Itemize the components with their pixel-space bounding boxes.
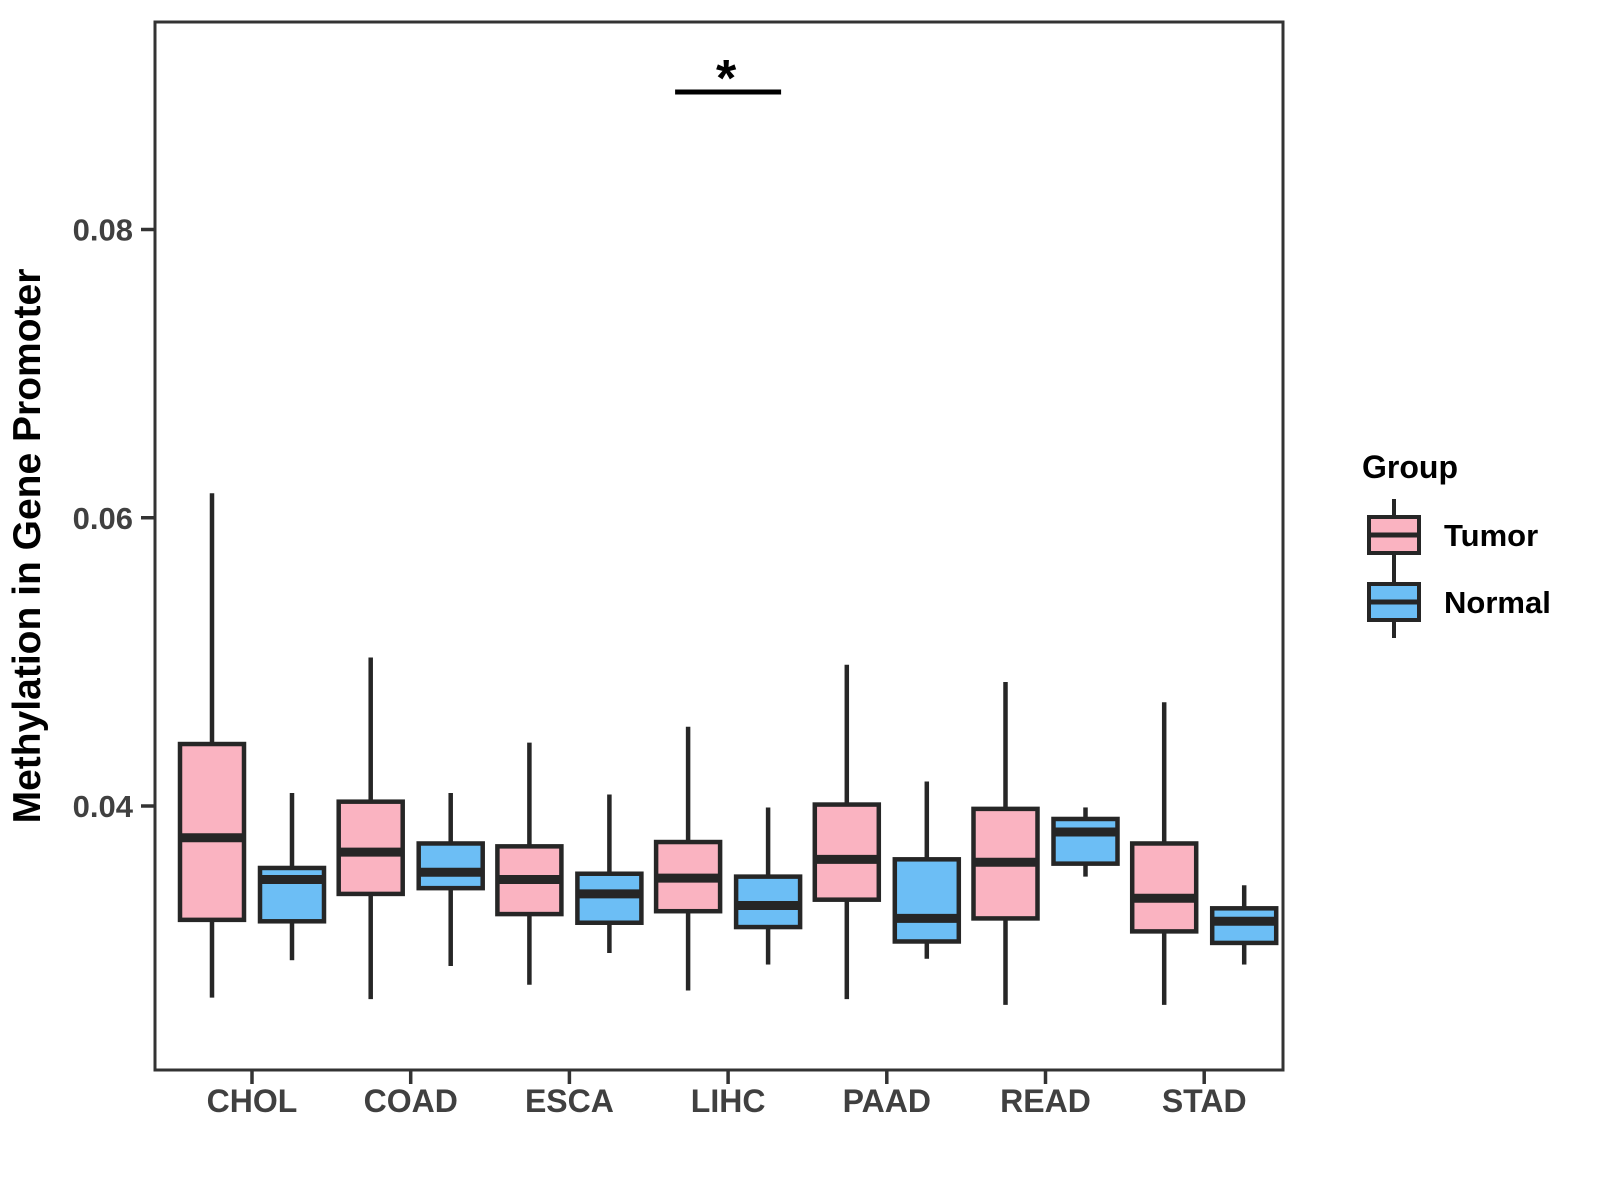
legend: Group Tumor Normal	[1362, 449, 1551, 638]
y-tick-label: 0.04	[73, 789, 134, 824]
boxplot-coad-tumor	[336, 657, 405, 1000]
y-tick-label: 0.06	[73, 501, 133, 536]
boxplot-lihc-normal	[733, 807, 803, 965]
x-tick-label-esca: ESCA	[525, 1083, 614, 1119]
legend-title: Group	[1362, 449, 1458, 485]
boxplot-read-normal	[1051, 807, 1120, 877]
iqr-box	[177, 741, 247, 923]
boxplot-esca-normal	[575, 794, 644, 954]
legend-label-normal: Normal	[1444, 585, 1551, 620]
boxplot-paad-tumor	[812, 664, 882, 1000]
x-tick-label-stad: STAD	[1162, 1083, 1247, 1119]
boxplot-coad-normal	[416, 793, 485, 966]
x-tick-label-read: READ	[1000, 1083, 1091, 1119]
x-tick-label-chol: CHOL	[207, 1083, 298, 1119]
plot-content: 0.04 0.06 0.08 CHOL COAD ESCA LIHC PAAD READ STAD…	[73, 50, 1279, 1119]
panel-border	[153, 20, 1285, 1072]
legend-key-tumor	[1367, 499, 1421, 571]
boxplot-stad-tumor	[1129, 702, 1199, 1005]
iqr-box	[1129, 841, 1199, 934]
iqr-box	[892, 857, 962, 944]
y-axis-title: Methylation in Gene Promoter	[6, 269, 49, 824]
y-tick-label: 0.08	[73, 213, 133, 248]
x-tick-label-paad: PAAD	[843, 1083, 931, 1119]
boxplot-chol-normal	[257, 793, 327, 961]
significance-star: *	[716, 50, 737, 108]
boxplot-paad-normal	[892, 781, 962, 959]
iqr-box	[1051, 816, 1120, 866]
iqr-box	[812, 802, 882, 902]
boxplot-lihc-tumor	[653, 726, 723, 991]
boxplot-stad-normal	[1209, 885, 1279, 965]
boxplot-read-tumor	[971, 682, 1040, 1005]
boxplot-chol-tumor	[177, 493, 247, 998]
boxplot-esca-tumor	[495, 742, 564, 985]
legend-label-tumor: Tumor	[1444, 518, 1538, 553]
x-tick-label-coad: COAD	[364, 1083, 458, 1119]
x-tick-label-lihc: LIHC	[691, 1083, 766, 1119]
iqr-box	[416, 841, 485, 891]
legend-key-normal	[1367, 566, 1421, 638]
